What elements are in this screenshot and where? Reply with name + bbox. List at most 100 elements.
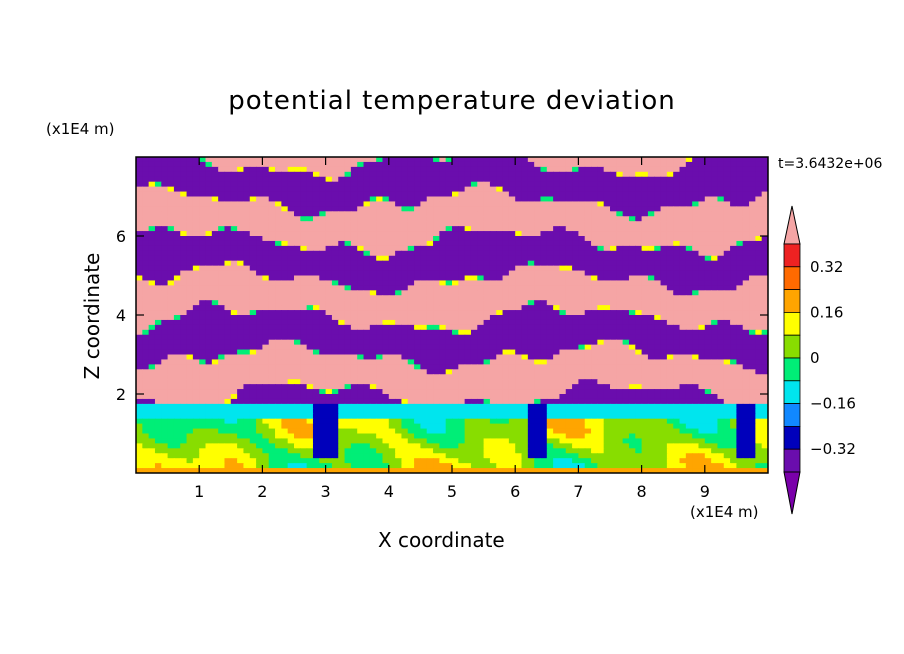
heatmap-cell	[666, 334, 674, 341]
heatmap-cell	[319, 374, 327, 380]
heatmap-cell	[616, 206, 624, 212]
heatmap-cell	[717, 369, 725, 375]
heatmap-cell	[458, 231, 466, 237]
heatmap-cell	[338, 394, 346, 400]
heatmap-cell	[395, 384, 403, 390]
heatmap-cell	[610, 354, 617, 361]
heatmap-cell	[401, 359, 409, 365]
heatmap-cell	[136, 359, 143, 365]
heatmap-cell	[647, 250, 655, 257]
heatmap-cell	[173, 206, 181, 212]
heatmap-cell	[306, 260, 314, 267]
heatmap-cell	[761, 359, 768, 365]
heatmap-cell	[350, 275, 358, 282]
heatmap-cell	[540, 339, 548, 346]
heatmap-cell	[711, 310, 719, 316]
heatmap-cell	[319, 191, 327, 198]
heatmap-cell	[294, 379, 301, 385]
heatmap-cell	[148, 295, 156, 301]
heatmap-cell	[192, 354, 200, 361]
heatmap-cell	[584, 201, 592, 207]
heatmap-cell	[654, 255, 662, 262]
heatmap-cell	[395, 265, 403, 272]
heatmap-cell	[312, 329, 320, 336]
heatmap-cell	[546, 206, 554, 212]
heatmap-cell	[540, 181, 548, 188]
heatmap-cell	[578, 349, 586, 356]
heatmap-cell	[218, 329, 226, 336]
heatmap-cell	[319, 354, 327, 361]
heatmap-cell	[635, 245, 643, 252]
heatmap-cell	[458, 236, 466, 242]
heatmap-cell	[660, 354, 668, 361]
heatmap-cell	[470, 389, 478, 395]
heatmap-cell	[426, 329, 434, 336]
heatmap-cell	[565, 176, 573, 183]
heatmap-cell	[641, 364, 649, 370]
heatmap-cell	[641, 221, 649, 227]
heatmap-cell	[616, 161, 624, 168]
heatmap-cell	[218, 369, 226, 375]
heatmap-cell	[597, 245, 605, 252]
heatmap-cell	[578, 236, 586, 242]
heatmap-cell	[275, 398, 282, 405]
heatmap-cell	[540, 290, 548, 296]
heatmap-cell	[515, 236, 523, 242]
heatmap-cell	[154, 211, 162, 217]
heatmap-cell	[192, 384, 200, 390]
heatmap-cell	[148, 265, 156, 272]
heatmap-cell	[256, 240, 263, 247]
heatmap-cell	[502, 191, 510, 198]
heatmap-cell	[433, 329, 440, 336]
heatmap-cell	[420, 315, 428, 321]
heatmap-cell	[401, 270, 409, 277]
heatmap-cell	[553, 181, 561, 188]
heatmap-cell	[167, 216, 175, 222]
heatmap-cell	[692, 379, 700, 385]
heatmap-cell	[749, 394, 756, 400]
heatmap-cell	[243, 305, 251, 311]
heatmap-cell	[262, 354, 270, 361]
heatmap-cell	[281, 166, 289, 173]
heatmap-cell	[666, 369, 674, 375]
heatmap-cell	[673, 295, 681, 301]
heatmap-cell	[249, 354, 257, 361]
heatmap-cell	[312, 379, 320, 385]
heatmap-cell	[610, 245, 617, 252]
heatmap-cell	[464, 290, 472, 296]
heatmap-cell	[711, 389, 719, 395]
heatmap-cell	[306, 231, 314, 237]
heatmap-cell	[401, 339, 409, 346]
heatmap-cell	[546, 349, 554, 356]
heatmap-cell	[401, 171, 409, 178]
heatmap-cell	[565, 354, 573, 361]
heatmap-cell	[553, 265, 561, 272]
heatmap-cell	[698, 329, 706, 336]
heatmap-cell	[420, 236, 428, 242]
heatmap-cell	[647, 236, 655, 242]
heatmap-cell	[199, 265, 207, 272]
heatmap-cell	[167, 161, 175, 168]
heatmap-cell	[685, 171, 693, 178]
heatmap-cell	[578, 329, 586, 336]
heatmap-cell	[483, 211, 491, 217]
heatmap-cell	[711, 157, 719, 163]
heatmap-cell	[199, 206, 207, 212]
heatmap-cell	[363, 305, 371, 311]
heatmap-cell	[161, 315, 169, 321]
heatmap-cell	[382, 161, 390, 168]
heatmap-cell	[666, 364, 674, 370]
heatmap-cell	[275, 315, 282, 321]
heatmap-cell	[136, 354, 143, 361]
heatmap-cell	[395, 369, 403, 375]
heatmap-cell	[319, 211, 327, 217]
heatmap-cell	[477, 196, 485, 203]
heatmap-cell	[192, 389, 200, 395]
heatmap-cell	[275, 364, 282, 370]
heatmap-cell	[173, 364, 181, 370]
heatmap-cell	[192, 191, 200, 198]
heatmap-cell	[211, 186, 219, 193]
heatmap-cell	[610, 240, 617, 247]
heatmap-cell	[414, 315, 421, 321]
